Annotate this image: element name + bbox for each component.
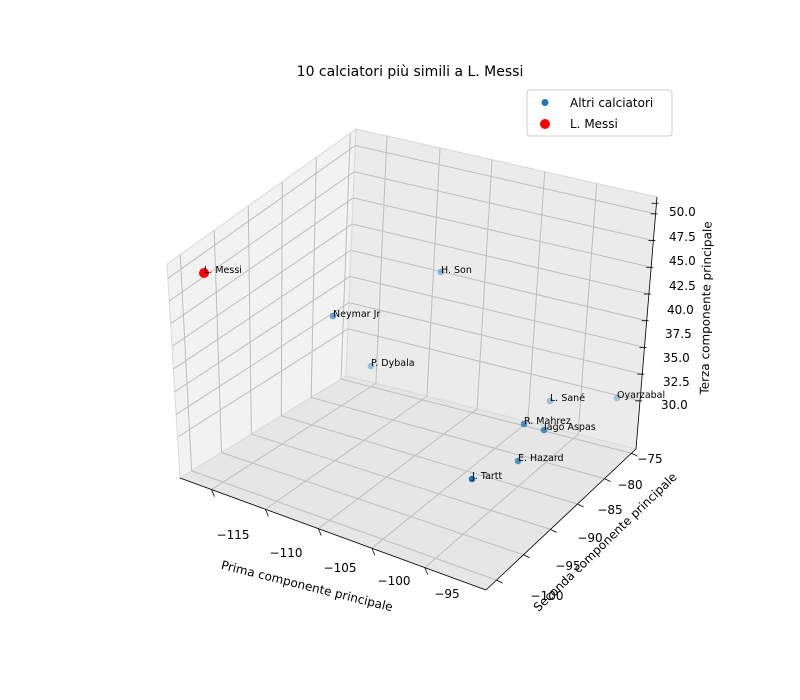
z-gridline — [173, 249, 647, 370]
player-label: R. Mahrez — [524, 416, 571, 427]
z-gridline — [167, 145, 656, 279]
legend-box — [526, 89, 673, 137]
y-tick — [550, 529, 557, 533]
z-gridline — [175, 302, 643, 415]
z-tick-label: 50.0 — [669, 205, 696, 219]
x-axis-line — [179, 477, 487, 591]
z-gridline — [174, 275, 645, 393]
x-tick-label: −115 — [217, 528, 250, 542]
y-tick-label: −85 — [597, 503, 622, 517]
player-label: E. Hazard — [518, 453, 564, 464]
x-gridline — [371, 171, 546, 549]
messi-point — [199, 268, 209, 278]
z-tick-label: 40.0 — [667, 303, 694, 317]
z-tick-label: 45.0 — [669, 254, 696, 268]
x-tick — [371, 548, 376, 556]
y-tick — [604, 478, 611, 482]
player-point — [367, 362, 375, 370]
z-gridline — [168, 171, 654, 302]
y-tick-label: −100 — [531, 589, 564, 603]
player-label: L. Sané — [550, 393, 585, 404]
x-gridline — [318, 159, 493, 530]
y-tick — [523, 554, 530, 559]
data-points: H. Son Neymar Jr P. Dybala L. Sané Oyarzabal… — [199, 265, 665, 483]
x-tick — [211, 489, 215, 497]
y-tick-label: −90 — [577, 531, 602, 545]
grid-lines — [167, 133, 656, 581]
legend-marker-messi — [540, 119, 550, 129]
x-tick — [317, 528, 322, 536]
z-axis-label: Terza componente principale — [697, 221, 714, 395]
y-gridline — [247, 205, 551, 530]
z-tick-label: 42.5 — [669, 279, 696, 293]
x-axis-label: Prima componente principale — [220, 558, 394, 614]
y-tick — [496, 579, 503, 584]
player-label: L. Messi — [204, 265, 242, 276]
z-gridline — [170, 197, 652, 325]
chart-title: 10 calciatori più simili a L. Messi — [297, 64, 524, 80]
player-point — [329, 312, 337, 320]
y-tick — [577, 503, 584, 508]
y-tick-label: −95 — [555, 559, 580, 573]
z-gridline — [171, 223, 650, 347]
z-tick-label: 37.5 — [665, 327, 692, 341]
z-tick-label: 30.0 — [661, 398, 688, 412]
player-point — [514, 457, 522, 465]
axes: −115 −110 −105 −100 −95 −75 −80 −85 −90 −95 −100 30… — [179, 196, 696, 603]
x-gridline — [211, 135, 388, 490]
y-gridline — [213, 230, 524, 556]
player-label: J. Tartt — [471, 471, 503, 482]
player-label: Oyarzabal — [617, 390, 665, 401]
player-point — [437, 268, 445, 276]
player-label: Iago Aspas — [544, 422, 596, 433]
x-tick-label: −100 — [378, 574, 411, 588]
z-gridline — [177, 328, 641, 438]
player-label: P. Dybala — [371, 358, 415, 369]
x-tick-label: −95 — [434, 587, 459, 601]
x-gridline — [424, 183, 598, 568]
x-tick — [265, 509, 269, 517]
x-tick-label: −110 — [270, 546, 303, 560]
y-gridline — [310, 157, 605, 480]
z-tick-label: 47.5 — [669, 230, 696, 244]
player-point — [520, 420, 528, 428]
player-label: Neymar Jr — [333, 309, 380, 320]
x-tick — [424, 567, 429, 575]
legend-marker-altri — [541, 99, 549, 106]
z-tick-label: 35.0 — [663, 351, 690, 365]
z-axis-line — [635, 196, 658, 450]
legend-label-messi: L. Messi — [570, 117, 618, 131]
y-tick-label: −80 — [617, 478, 642, 492]
legend: Altri calciatori L. Messi — [526, 89, 673, 137]
y-gridline — [179, 254, 497, 581]
player-point — [540, 426, 548, 434]
z-tick-label: 32.5 — [663, 375, 690, 389]
y-axis-line — [485, 448, 637, 591]
y-tick-label: −75 — [637, 452, 662, 466]
player-label: H. Son — [441, 265, 472, 276]
y-gridline — [340, 133, 632, 454]
x-gridline — [265, 147, 441, 510]
player-point — [613, 394, 621, 402]
player-point — [468, 475, 476, 483]
legend-label-altri: Altri calciatori — [570, 96, 653, 110]
y-gridline — [280, 181, 578, 505]
y-tick — [631, 452, 638, 457]
x-tick-label: −105 — [324, 561, 357, 575]
player-point — [546, 397, 554, 405]
